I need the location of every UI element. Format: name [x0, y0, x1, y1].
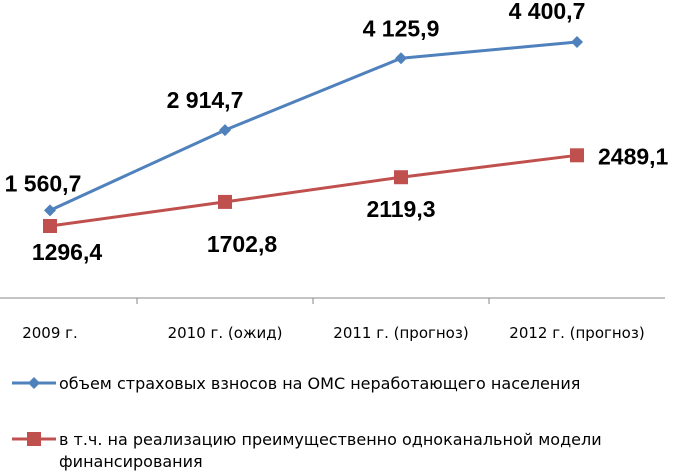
legend-label: финансирования	[59, 452, 203, 471]
data-point	[570, 148, 584, 163]
data-label: 2 914,7	[167, 87, 244, 113]
x-tick-label: 2012 г. (прогноз)	[509, 324, 644, 342]
x-axis-tick-labels: 2009 г. 2010 г. (ожид) 2011 г. (прогноз) 20…	[22, 324, 645, 342]
data-point	[571, 36, 583, 48]
plot-area: 1 560,7 2 914,7 4 125,9 4 400,7 1296,4 1702,8…	[5, 0, 669, 265]
data-label: 1296,4	[32, 239, 103, 265]
data-point	[43, 219, 57, 233]
data-label: 2119,3	[366, 196, 435, 222]
data-point	[394, 170, 408, 185]
legend-marker	[28, 377, 40, 389]
legend-label: в т.ч. на реализацию преимущественно одн…	[59, 430, 602, 449]
data-point	[395, 52, 407, 65]
legend: объем страховых взносов на ОМС неработаю…	[12, 374, 602, 471]
series-line	[49, 40, 578, 212]
data-label: 2489,1	[598, 143, 669, 169]
x-tick-label: 2009 г.	[22, 324, 78, 342]
data-label: 4 125,9	[363, 15, 440, 41]
legend-item-1: объем страховых взносов на ОМС неработаю…	[12, 374, 580, 393]
x-tick-label: 2010 г. (ожид)	[168, 324, 283, 342]
data-label: 1 560,7	[5, 170, 82, 196]
legend-label: объем страховых взносов на ОМС неработаю…	[59, 374, 580, 393]
data-label: 4 400,7	[509, 0, 586, 24]
x-axis-ticks	[136, 298, 490, 304]
data-point	[44, 204, 56, 217]
series-1: 1 560,7 2 914,7 4 125,9 4 400,7	[5, 0, 586, 217]
legend-marker	[27, 432, 41, 446]
series-line	[49, 153, 578, 228]
legend-item-2: в т.ч. на реализацию преимущественно одн…	[12, 430, 602, 471]
x-tick-label: 2011 г. (прогноз)	[333, 324, 468, 342]
data-label: 1702,8	[207, 231, 278, 257]
data-point	[219, 124, 231, 137]
data-point	[218, 194, 232, 209]
series-2: 1296,4 1702,8 2119,3 2489,1	[32, 143, 669, 265]
